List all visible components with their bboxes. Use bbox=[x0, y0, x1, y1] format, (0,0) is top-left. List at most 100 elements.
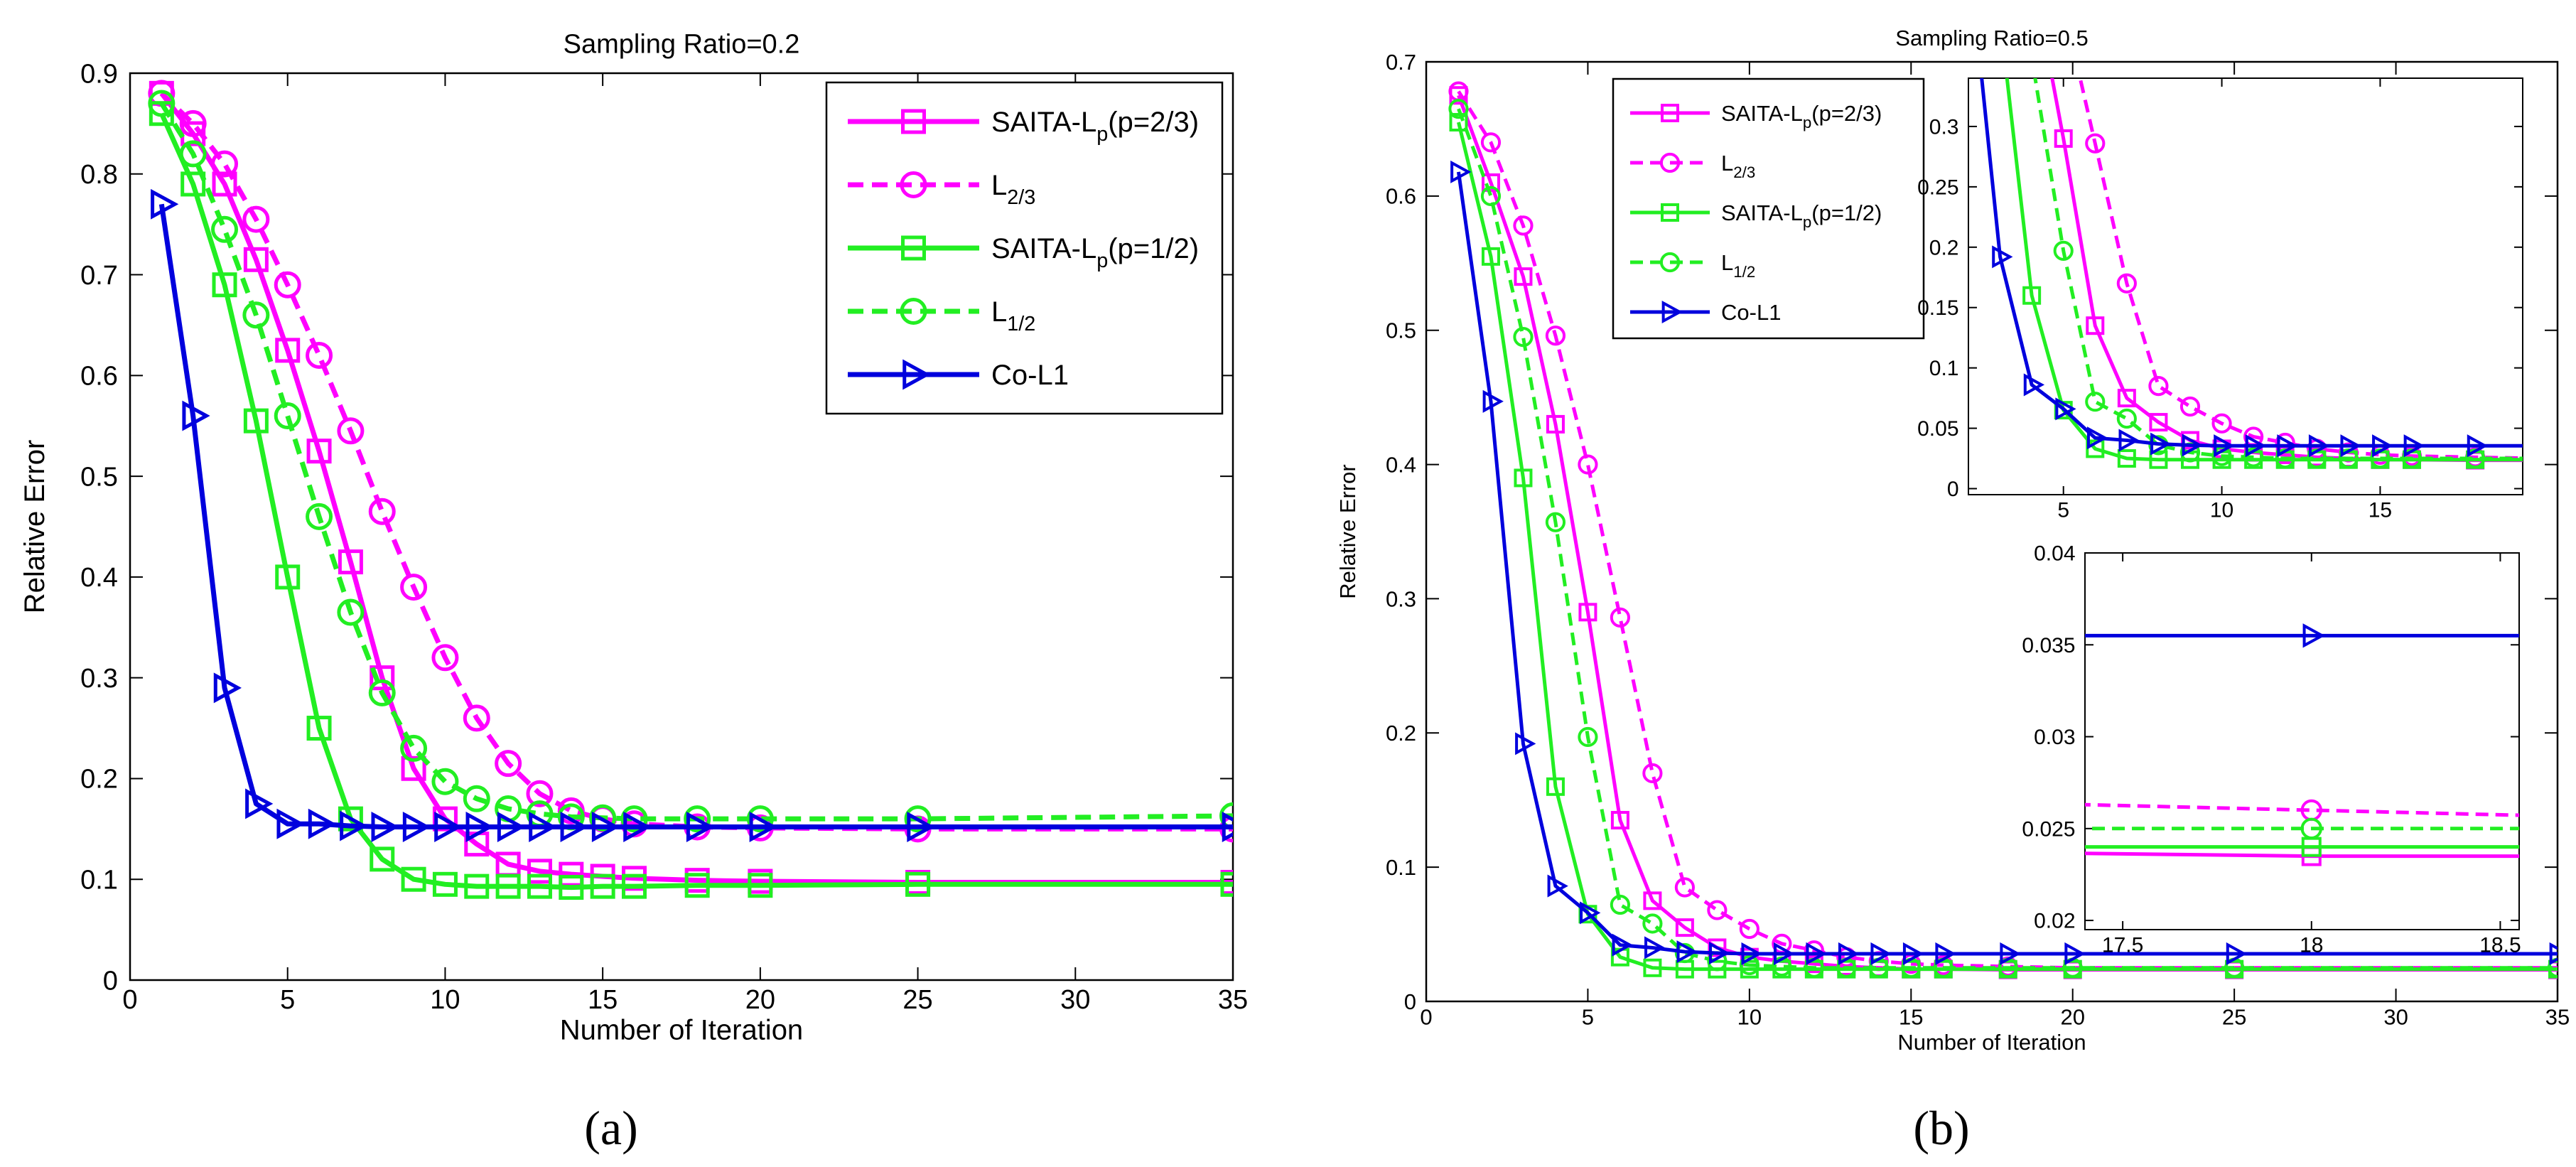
point-4 bbox=[371, 812, 399, 842]
point-0 bbox=[1514, 267, 1533, 286]
x-axis-label: Number of Iteration bbox=[1897, 1030, 2086, 1055]
point-3 bbox=[1513, 327, 1534, 348]
inset-0-point-0 bbox=[2149, 413, 2168, 432]
inset-0-point-4 bbox=[2340, 434, 2361, 458]
point-1 bbox=[495, 750, 522, 778]
point-0 bbox=[370, 665, 395, 691]
point-4 bbox=[1741, 942, 1762, 965]
point-1 bbox=[463, 704, 490, 732]
point-3 bbox=[1219, 802, 1233, 829]
point-0 bbox=[1481, 173, 1500, 192]
inset-0-series-line-1 bbox=[2078, 78, 2523, 461]
x-tick-label: 10 bbox=[1737, 1005, 1762, 1030]
point-1 bbox=[242, 205, 270, 233]
point-4 bbox=[749, 812, 777, 842]
inset-0-point-4 bbox=[2372, 434, 2393, 458]
point-3 bbox=[306, 502, 333, 530]
inset-0-x-tick-label: 10 bbox=[2210, 499, 2233, 522]
y-tick-label: 0.2 bbox=[80, 765, 118, 795]
point-4 bbox=[151, 188, 179, 220]
x-tick-label: 35 bbox=[1218, 985, 1248, 1015]
point-2 bbox=[1220, 871, 1233, 897]
point-3 bbox=[1480, 185, 1502, 206]
point-2 bbox=[748, 873, 773, 898]
inset-0-point-4 bbox=[2055, 397, 2076, 421]
chart-title: Sampling Ratio=0.5 bbox=[1895, 26, 2088, 50]
point-4 bbox=[1676, 940, 1698, 964]
point-0 bbox=[527, 859, 552, 884]
point-4 bbox=[434, 812, 463, 842]
inset-0-y-tick-label: 0.2 bbox=[1929, 236, 1959, 259]
inset-1-x-tick-label: 17.5 bbox=[2102, 934, 2143, 957]
point-3 bbox=[1739, 954, 1759, 976]
point-0 bbox=[306, 439, 332, 464]
point-4 bbox=[1644, 936, 1666, 959]
y-tick-label: 0.3 bbox=[1386, 586, 1416, 611]
y-tick-label: 0.5 bbox=[80, 462, 118, 492]
point-4 bbox=[465, 812, 494, 842]
point-3 bbox=[684, 805, 711, 833]
point-2 bbox=[1708, 959, 1727, 979]
inset-1: 17.5 18 18.5 0.02 0.025 0.03 0.035 0.04 bbox=[2022, 542, 2521, 957]
point-3 bbox=[211, 215, 239, 243]
point-2 bbox=[905, 871, 931, 897]
point-1 bbox=[337, 417, 365, 445]
point-0 bbox=[1675, 918, 1694, 937]
point-2 bbox=[370, 846, 395, 872]
inset-0-point-4 bbox=[1992, 245, 2013, 269]
point-1 bbox=[1674, 877, 1695, 898]
point-3 bbox=[337, 598, 365, 626]
point-1 bbox=[526, 780, 554, 807]
point-4 bbox=[1580, 901, 1601, 925]
point-4 bbox=[182, 400, 210, 431]
point-3 bbox=[463, 785, 490, 812]
inset-0-point-4 bbox=[2150, 432, 2172, 456]
inset-0-point-0 bbox=[2086, 316, 2105, 335]
point-4 bbox=[308, 808, 337, 839]
point-1 bbox=[1513, 215, 1534, 236]
point-1 bbox=[1480, 132, 1502, 153]
point-0 bbox=[243, 247, 269, 272]
point-4 bbox=[1547, 874, 1568, 898]
point-0 bbox=[1610, 811, 1629, 830]
point-4 bbox=[591, 812, 620, 842]
point-4 bbox=[213, 672, 242, 704]
inset-1-point-3 bbox=[2300, 817, 2322, 840]
point-4 bbox=[1838, 942, 1860, 965]
series-line-2 bbox=[1457, 122, 2558, 972]
inset-1-y-tick-label: 0.03 bbox=[2034, 726, 2075, 749]
point-3 bbox=[431, 768, 459, 795]
inset-0-point-3 bbox=[2116, 408, 2137, 429]
point-4 bbox=[686, 812, 715, 842]
inset-1-series-group bbox=[2085, 623, 2519, 866]
series-line-3 bbox=[1457, 108, 2558, 970]
x-tick-label: 25 bbox=[2222, 1005, 2246, 1030]
inset-0-y-tick-label: 0.1 bbox=[1929, 357, 1959, 380]
point-3 bbox=[589, 804, 617, 832]
point-2 bbox=[464, 873, 490, 899]
legend-label-4: Co-L1 bbox=[1721, 300, 1781, 325]
point-3 bbox=[1578, 726, 1598, 748]
inset-0-point-1 bbox=[2116, 273, 2137, 294]
point-2 bbox=[1546, 777, 1565, 796]
inset-0-point-2 bbox=[1993, 10, 2008, 26]
chart-b: 0 5 10 15 20 25 30 35 0 0.1 0.2 0.3 0.4 0.5 0.6 0.7 Samp… bbox=[1335, 10, 2570, 1055]
series-line-1 bbox=[1457, 90, 2558, 970]
point-1 bbox=[179, 109, 207, 137]
inset-1-x-tick-label: 18 bbox=[2300, 934, 2323, 957]
panel-label-b: (b) bbox=[1913, 1101, 1969, 1155]
point-3 bbox=[620, 805, 648, 833]
point-0 bbox=[212, 171, 237, 197]
inset-0-point-1 bbox=[2085, 133, 2106, 154]
point-4 bbox=[2064, 942, 2086, 965]
point-3 bbox=[1642, 913, 1663, 934]
point-2 bbox=[275, 564, 301, 590]
point-1 bbox=[368, 498, 396, 525]
point-4 bbox=[1709, 941, 1730, 965]
point-4 bbox=[1450, 160, 1472, 183]
inset-0-series-line-3 bbox=[2033, 78, 2523, 461]
y-tick-label: 0.4 bbox=[80, 563, 118, 593]
point-3 bbox=[1610, 894, 1631, 915]
legend-label-1: L2/3 bbox=[991, 170, 1035, 209]
point-2 bbox=[306, 716, 332, 741]
